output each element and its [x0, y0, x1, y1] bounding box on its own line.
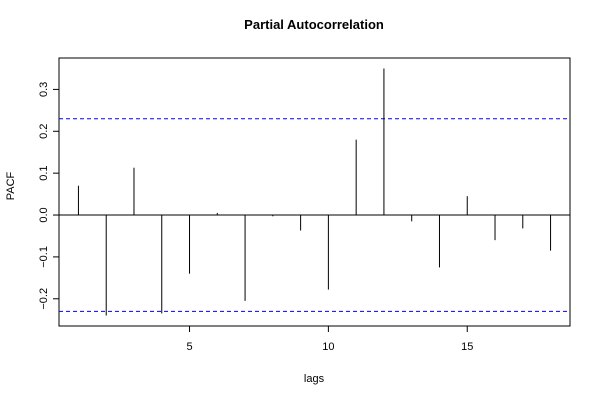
y-tick-label-3: 0.1 [38, 166, 50, 181]
plot-frame [58, 57, 571, 327]
x-axis-label: lags [304, 373, 325, 385]
y-tick-label-5: 0.3 [38, 82, 50, 97]
chart-title: Partial Autocorrelation [244, 17, 384, 32]
y-tick-label-4: 0.2 [38, 124, 50, 139]
y-tick-label-1: −0.1 [38, 246, 50, 268]
x-tick-label-15: 15 [461, 341, 473, 353]
plot-area: 5 10 15 −0.2 −0.1 0.0 0.1 0.2 0.3 [38, 57, 571, 353]
y-axis-label: PACF [5, 171, 17, 200]
x-tick-label-5: 5 [186, 341, 192, 353]
y-tick-label-0: −0.2 [38, 288, 50, 310]
x-tick-label-10: 10 [322, 341, 334, 353]
y-tick-label-2: 0.0 [38, 207, 50, 222]
